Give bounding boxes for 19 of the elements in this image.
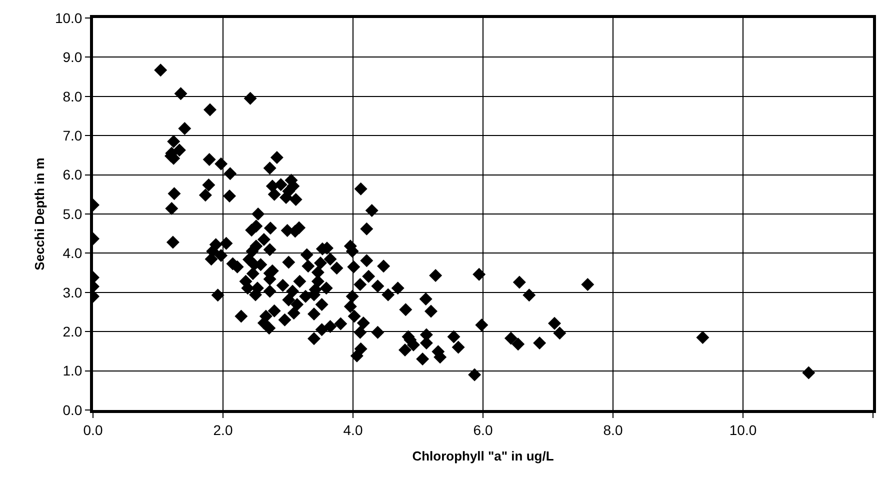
y-axis-title: Secchi Depth in m — [32, 158, 47, 270]
x-tick-label: 4.0 — [343, 422, 363, 438]
y-tick-label: 5.0 — [62, 206, 82, 222]
y-tick-label: 9.0 — [62, 49, 82, 66]
y-tick-label: 7.0 — [62, 128, 82, 144]
x-axis-title: Chlorophyll "a" in ug/L — [412, 448, 554, 464]
x-tick-label: 10.0 — [729, 422, 757, 438]
y-tick-label: 1.0 — [62, 362, 82, 379]
y-tick-label: 8.0 — [62, 88, 82, 104]
y-tick-label: 10.0 — [54, 10, 82, 26]
y-tick-label: 3.0 — [62, 284, 82, 300]
x-tick-label: 2.0 — [213, 422, 233, 438]
x-tick-label: 6.0 — [473, 422, 493, 438]
y-tick-label: 6.0 — [62, 166, 82, 183]
y-tick-label: 4.0 — [62, 245, 82, 262]
x-tick-label: 8.0 — [603, 422, 623, 438]
y-tick-label: 2.0 — [62, 324, 82, 340]
x-tick-label: 0.0 — [83, 422, 103, 438]
y-tick-label: 0.0 — [62, 402, 82, 418]
